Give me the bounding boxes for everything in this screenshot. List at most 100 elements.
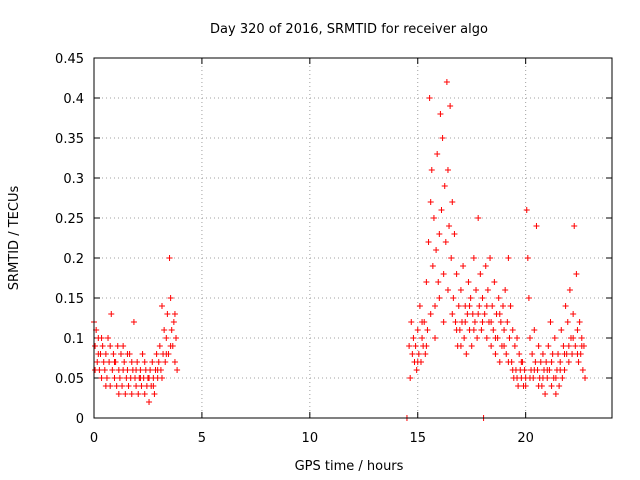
data-point [105, 335, 112, 341]
data-point [471, 319, 478, 325]
x-axis-label: GPS time / hours [295, 459, 404, 474]
data-point [433, 247, 440, 253]
x-tick-label: 20 [517, 431, 534, 446]
data-point [462, 319, 469, 325]
data-point [501, 327, 508, 333]
data-point [460, 263, 467, 269]
data-point [113, 383, 120, 389]
axis-ticks: 0 0.05 0.1 0.15 0.2 0.25 0.3 0.35 0.4 0.45 0 5 10 15 2… [55, 52, 612, 446]
data-point [532, 359, 539, 365]
data-point [496, 359, 503, 365]
data-point [514, 375, 521, 381]
data-point [548, 359, 555, 365]
data-point [539, 375, 546, 381]
data-point [108, 311, 115, 317]
data-point [463, 351, 470, 357]
data-point [500, 303, 507, 309]
data-point [430, 215, 437, 221]
data-point [509, 327, 516, 333]
data-point [505, 359, 512, 365]
data-point [117, 351, 124, 357]
data-point [166, 255, 173, 261]
data-point [168, 327, 175, 333]
data-point [415, 351, 422, 357]
data-point [515, 383, 522, 389]
data-point [531, 327, 538, 333]
data-point [535, 343, 542, 349]
data-point [135, 391, 142, 397]
data-point [542, 391, 549, 397]
data-point [475, 215, 482, 221]
data-point [133, 383, 140, 389]
data-point [150, 383, 157, 389]
data-point [544, 367, 551, 373]
data-point [137, 375, 144, 381]
data-point [576, 319, 583, 325]
data-point [474, 335, 481, 341]
chart-title: Day 320 of 2016, SRMTID for receiver alg… [210, 22, 488, 37]
data-point [457, 343, 464, 349]
data-point [524, 255, 531, 261]
data-point [557, 367, 564, 373]
data-point [427, 199, 434, 205]
data-point [414, 359, 421, 365]
data-point [412, 343, 419, 349]
y-tick-label: 0.35 [55, 132, 84, 147]
data-point [438, 207, 445, 213]
data-point [151, 391, 158, 397]
data-point [551, 335, 558, 341]
data-point [489, 303, 496, 309]
data-point [103, 375, 110, 381]
data-point [439, 135, 446, 141]
data-point [579, 367, 586, 373]
data-point [122, 391, 129, 397]
data-point [134, 359, 141, 365]
data-point [130, 319, 137, 325]
data-point [457, 287, 464, 293]
data-point [501, 343, 508, 349]
data-point [555, 351, 562, 357]
data-point [406, 343, 413, 349]
data-point [432, 303, 439, 309]
data-point [467, 295, 474, 301]
data-point [476, 303, 483, 309]
y-tick-label: 0.05 [55, 372, 84, 387]
data-point [502, 287, 509, 293]
data-point [174, 367, 181, 373]
data-point [436, 231, 443, 237]
x-tick-label: 10 [302, 431, 319, 446]
data-point [440, 271, 447, 277]
data-point [511, 343, 518, 349]
data-point [473, 287, 480, 293]
data-point [167, 343, 174, 349]
data-point [158, 375, 165, 381]
data-point [167, 295, 174, 301]
data-point [483, 335, 490, 341]
data-point [149, 359, 156, 365]
data-point [121, 359, 128, 365]
data-point [565, 359, 572, 365]
data-point [447, 103, 454, 109]
y-tick-label: 0.25 [55, 212, 84, 227]
data-point [497, 319, 504, 325]
data-point [548, 383, 555, 389]
data-point [94, 359, 101, 365]
data-point [146, 375, 153, 381]
data-point [482, 263, 489, 269]
data-point [408, 319, 415, 325]
data-point [443, 79, 450, 85]
data-point [98, 375, 105, 381]
data-point [115, 391, 122, 397]
data-point [490, 327, 497, 333]
data-point [425, 239, 432, 245]
data-point [481, 311, 488, 317]
data-points [91, 79, 589, 421]
data-point [124, 351, 131, 357]
data-point [101, 367, 108, 373]
data-point [564, 319, 571, 325]
data-point [424, 327, 431, 333]
data-point [543, 359, 550, 365]
data-point [507, 303, 514, 309]
y-axis-label: SRMTID / TECUs [7, 186, 22, 291]
data-point [410, 335, 417, 341]
